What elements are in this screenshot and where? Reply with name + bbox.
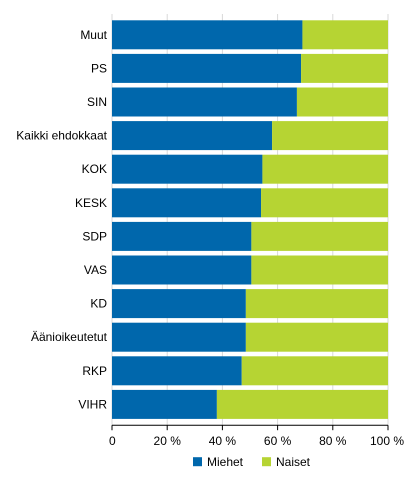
legend: Miehet Naiset bbox=[193, 455, 311, 469]
category-labels: Muut PS SIN Kaikki ehdokkaat KOK KESK SDP VAS KD… bbox=[16, 28, 107, 412]
bar-naiset bbox=[216, 389, 388, 419]
bar-miehet bbox=[112, 255, 252, 285]
bar-miehet bbox=[112, 188, 262, 218]
bars bbox=[112, 20, 388, 419]
category-label: VAS bbox=[84, 263, 107, 277]
legend-label-naiset: Naiset bbox=[276, 455, 311, 469]
category-label: RKP bbox=[82, 364, 107, 378]
category-label: KD bbox=[90, 297, 107, 311]
x-tick-label: 60 % bbox=[264, 434, 292, 448]
bar-miehet bbox=[112, 356, 242, 386]
bar-naiset bbox=[245, 289, 388, 319]
legend-label-miehet: Miehet bbox=[207, 455, 244, 469]
legend-swatch-naiset bbox=[262, 457, 271, 467]
legend-swatch-miehet bbox=[193, 457, 202, 467]
category-label: KESK bbox=[75, 196, 107, 210]
category-label: SDP bbox=[82, 229, 107, 243]
bar-naiset bbox=[272, 121, 388, 151]
bar-miehet bbox=[112, 20, 303, 50]
x-tick-label: 80 % bbox=[319, 434, 347, 448]
category-label: Kaikki ehdokkaat bbox=[16, 129, 107, 143]
category-label: PS bbox=[91, 61, 107, 75]
bar-miehet bbox=[112, 221, 252, 251]
bar-naiset bbox=[251, 255, 388, 285]
bar-miehet bbox=[112, 121, 273, 151]
bar-miehet bbox=[112, 289, 246, 319]
x-tick-label: 100 % bbox=[370, 434, 404, 448]
bar-miehet bbox=[112, 389, 217, 419]
bar-naiset bbox=[262, 154, 388, 184]
bar-miehet bbox=[112, 87, 297, 117]
x-tick-label: 0 bbox=[109, 434, 116, 448]
bar-naiset bbox=[251, 221, 388, 251]
bar-miehet bbox=[112, 322, 246, 352]
category-label: Äänioikeutetut bbox=[31, 330, 108, 344]
bar-naiset bbox=[241, 356, 388, 386]
bar-naiset bbox=[296, 87, 388, 117]
bar-miehet bbox=[112, 53, 302, 83]
category-label: VIHR bbox=[78, 397, 107, 411]
x-tick-label: 20 % bbox=[154, 434, 182, 448]
bar-naiset bbox=[301, 53, 388, 83]
x-tick-label: 40 % bbox=[209, 434, 237, 448]
category-label: KOK bbox=[82, 162, 107, 176]
x-axis: 0 20 % 40 % 60 % 80 % 100 % bbox=[109, 424, 404, 448]
bar-naiset bbox=[245, 322, 388, 352]
bar-miehet bbox=[112, 154, 263, 184]
bar-naiset bbox=[261, 188, 388, 218]
bar-naiset bbox=[302, 20, 388, 50]
category-label: SIN bbox=[87, 95, 107, 109]
category-label: Muut bbox=[80, 28, 107, 42]
